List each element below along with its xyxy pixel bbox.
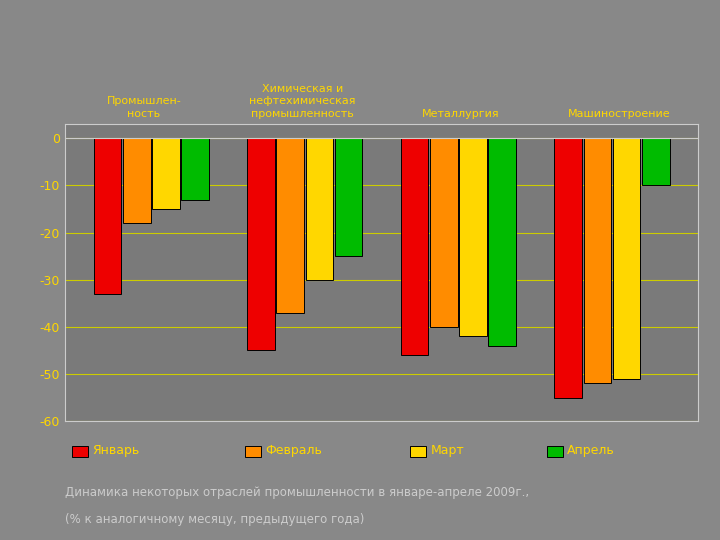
Text: Металлургия: Металлургия [422,109,500,119]
Bar [642,138,670,185]
Bar [152,138,180,209]
Bar [459,138,487,336]
Bar [305,138,333,280]
Bar [123,138,150,223]
Bar [554,138,582,397]
Text: Промышлен-
ность: Промышлен- ность [107,97,181,119]
Bar [430,138,458,327]
Bar [276,138,304,313]
Bar [488,138,516,346]
Text: Апрель: Апрель [567,444,615,457]
Text: (% к аналогичному месяцу, предыдущего года): (% к аналогичному месяцу, предыдущего го… [65,513,364,526]
Bar [247,138,275,350]
Bar [335,138,362,256]
Text: Динамика некоторых отраслей промышленности в январе-апреле 2009г.,: Динамика некоторых отраслей промышленнос… [65,486,529,499]
Bar [401,138,428,355]
Text: Машиностроение: Машиностроение [568,109,670,119]
Text: Химическая и
нефтехимическая
промышленность: Химическая и нефтехимическая промышленно… [249,84,356,119]
Text: Январь: Январь [92,444,140,457]
Bar [181,138,209,200]
Text: Февраль: Февраль [265,444,322,457]
Bar [583,138,611,383]
Bar [613,138,640,379]
Bar [94,138,122,294]
Text: Март: Март [431,444,464,457]
